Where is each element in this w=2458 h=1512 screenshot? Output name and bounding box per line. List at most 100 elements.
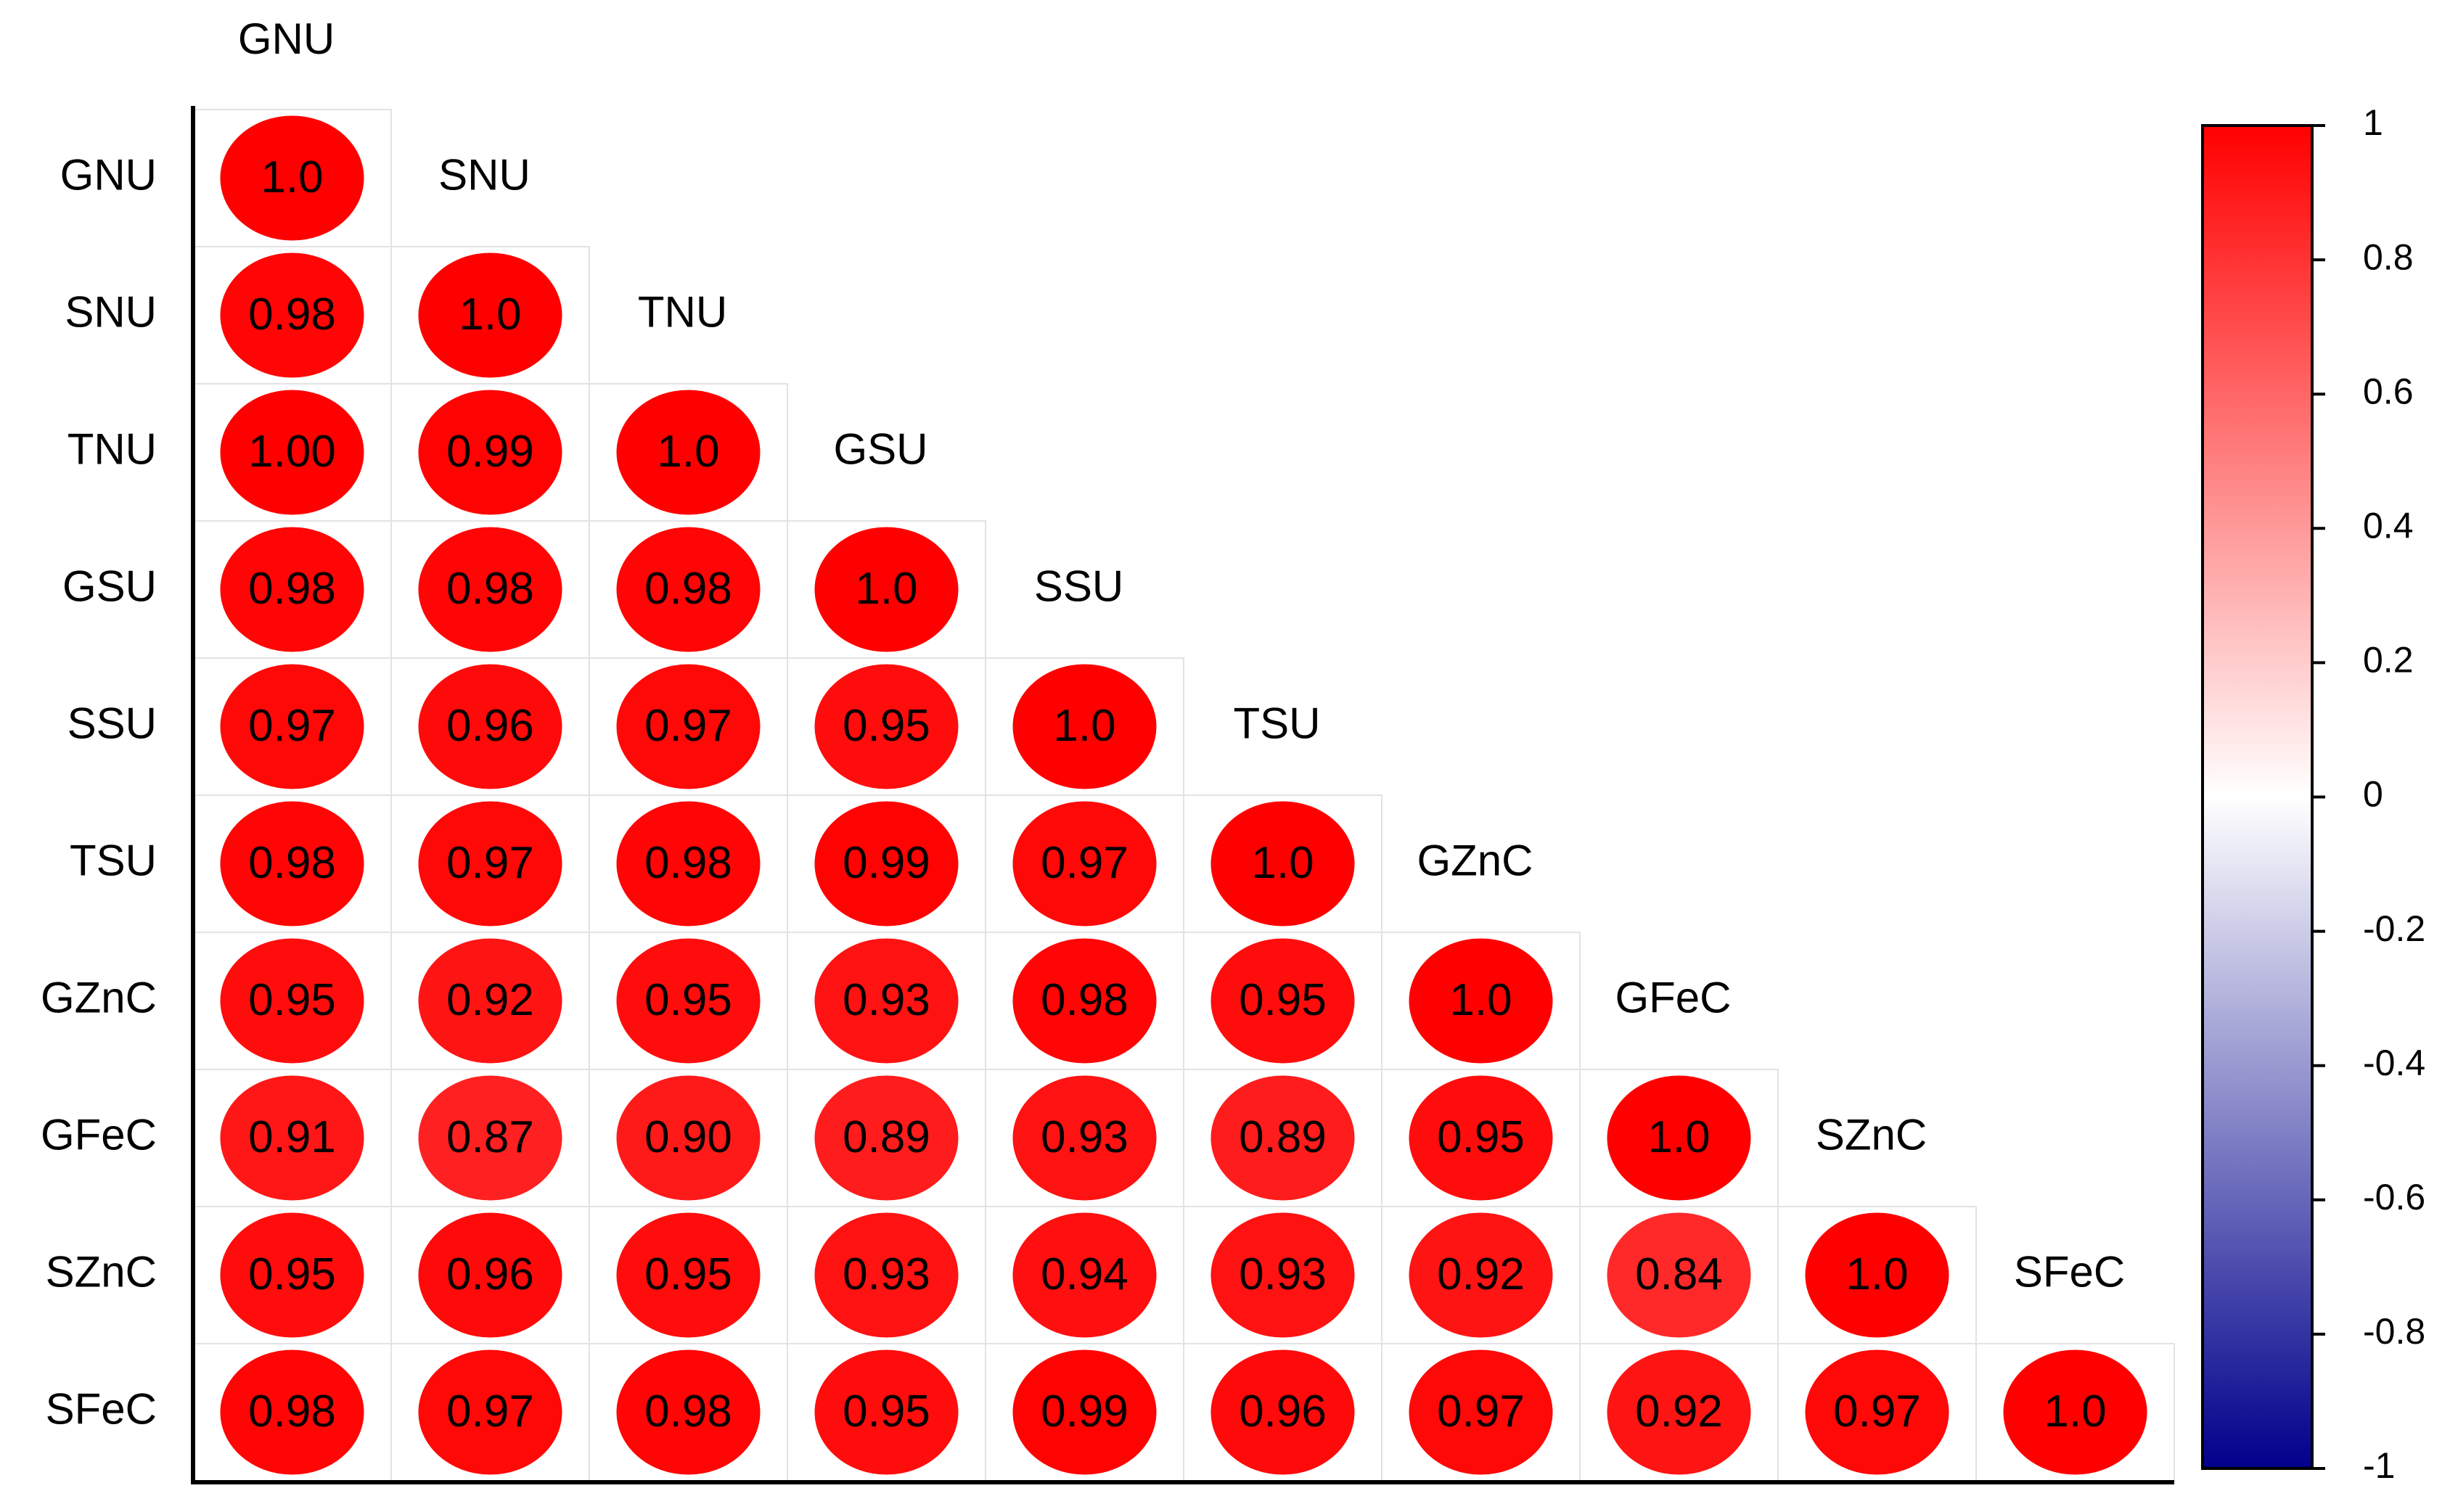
- correlation-ellipse: [220, 1349, 364, 1475]
- value-label: 0.95: [843, 1386, 930, 1437]
- column-label: TSU: [1234, 699, 1321, 747]
- colorbar-tick-label: 0.6: [2363, 371, 2414, 411]
- row-label: GZnC: [41, 973, 157, 1022]
- value-label: 0.96: [1239, 1386, 1327, 1437]
- value-label: 0.98: [446, 564, 534, 614]
- value-label: 1.0: [1845, 1249, 1908, 1299]
- column-label: SFeC: [2014, 1247, 2125, 1296]
- value-label: 0.98: [644, 1386, 732, 1437]
- value-label: 1.0: [657, 427, 719, 477]
- correlation-ellipse: [1012, 801, 1157, 926]
- column-label: SSU: [1034, 562, 1123, 610]
- row-label: TSU: [70, 836, 157, 884]
- correlation-ellipse: [418, 252, 562, 378]
- value-label: 0.98: [644, 838, 732, 888]
- value-label: 1.0: [2044, 1386, 2106, 1437]
- column-label: GZnC: [1417, 836, 1533, 884]
- column-label: SNU: [438, 150, 530, 199]
- value-label: 1.0: [261, 152, 323, 202]
- value-label: 1.0: [1647, 1112, 1710, 1162]
- correlation-ellipse: [220, 115, 364, 241]
- value-label: 0.94: [1041, 1249, 1128, 1299]
- value-label: 0.90: [644, 1112, 732, 1162]
- value-label: 0.97: [446, 1386, 534, 1437]
- value-label: 0.89: [843, 1112, 930, 1162]
- colorbar-tick-label: 0.8: [2363, 237, 2414, 277]
- colorbar-tick-label: -0.4: [2363, 1043, 2425, 1083]
- correlation-ellipse: [616, 1349, 761, 1475]
- column-label: TNU: [638, 287, 727, 336]
- correlation-ellipse: [1409, 1075, 1553, 1201]
- correlation-ellipse: [616, 801, 761, 926]
- row-label: GFeC: [41, 1110, 157, 1159]
- value-label: 0.84: [1635, 1249, 1723, 1299]
- correlation-ellipse: [220, 938, 364, 1064]
- correlation-ellipse: [814, 1075, 959, 1201]
- value-label: 0.98: [248, 564, 336, 614]
- value-label: 0.95: [644, 1249, 732, 1299]
- value-label: 0.93: [1041, 1112, 1128, 1162]
- value-label: 1.0: [1251, 838, 1314, 888]
- value-label: 0.97: [1833, 1386, 1921, 1437]
- correlation-ellipse: [418, 938, 562, 1064]
- value-label: 0.97: [446, 838, 534, 888]
- value-label: 0.97: [644, 701, 732, 751]
- correlation-ellipse: [1409, 1212, 1553, 1338]
- value-label: 1.0: [459, 289, 521, 340]
- colorbar-tick-label: 0.4: [2363, 506, 2414, 546]
- correlation-ellipse: [418, 1212, 562, 1338]
- row-label: SFeC: [46, 1384, 157, 1433]
- value-label: 0.92: [446, 975, 534, 1025]
- correlation-ellipse: [1012, 664, 1157, 789]
- value-label: 0.95: [1437, 1112, 1525, 1162]
- correlation-ellipse: [220, 664, 364, 789]
- colorbar-tick-label: -0.8: [2363, 1311, 2425, 1352]
- value-label: 0.95: [1239, 975, 1327, 1025]
- value-label: 0.95: [248, 975, 336, 1025]
- value-label: 0.87: [446, 1112, 534, 1162]
- value-label: 0.98: [248, 1386, 336, 1437]
- value-label: 0.95: [248, 1249, 336, 1299]
- value-label: 0.95: [843, 701, 930, 751]
- value-label: 0.95: [644, 975, 732, 1025]
- colorbar-tick-label: 1: [2363, 102, 2383, 143]
- row-label: SSU: [67, 699, 157, 747]
- value-label: 0.98: [644, 564, 732, 614]
- value-label: 0.99: [1041, 1386, 1128, 1437]
- column-label: GFeC: [1615, 973, 1731, 1022]
- colorbar-tick-label: 0: [2363, 774, 2383, 815]
- correlation-ellipse: [616, 390, 761, 515]
- correlation-ellipse: [418, 664, 562, 789]
- value-label: 0.93: [843, 1249, 930, 1299]
- correlation-ellipse: [418, 527, 562, 652]
- correlation-ellipse: [220, 390, 364, 515]
- value-label: 0.96: [446, 701, 534, 751]
- correlation-ellipse: [1012, 1075, 1157, 1201]
- value-label: 0.99: [446, 427, 534, 477]
- row-label: GSU: [62, 562, 157, 610]
- correlation-ellipse: [616, 527, 761, 652]
- correlation-ellipse: [1012, 1212, 1157, 1338]
- row-label: GNU: [60, 150, 157, 199]
- correlation-ellipse: [814, 664, 959, 789]
- correlation-ellipse: [220, 1075, 364, 1201]
- correlation-ellipse: [616, 1212, 761, 1338]
- value-label: 0.98: [248, 289, 336, 340]
- correlation-ellipse: [418, 1075, 562, 1201]
- value-label: 1.0: [1449, 975, 1512, 1025]
- value-label: 0.91: [248, 1112, 336, 1162]
- row-label: TNU: [67, 424, 157, 473]
- correlation-ellipse: [616, 938, 761, 1064]
- value-label: 0.89: [1239, 1112, 1327, 1162]
- colorbar-tick-label: -0.6: [2363, 1177, 2425, 1217]
- row-label: SZnC: [46, 1247, 157, 1296]
- correlation-ellipse: [1805, 1212, 1949, 1338]
- correlation-ellipse: [1210, 1212, 1355, 1338]
- correlation-ellipse: [1805, 1349, 1949, 1475]
- value-label: 0.93: [1239, 1249, 1327, 1299]
- correlation-ellipse: [616, 1075, 761, 1201]
- value-label: 0.93: [843, 975, 930, 1025]
- colorbar: [2201, 124, 2314, 1470]
- value-label: 1.0: [1053, 701, 1115, 751]
